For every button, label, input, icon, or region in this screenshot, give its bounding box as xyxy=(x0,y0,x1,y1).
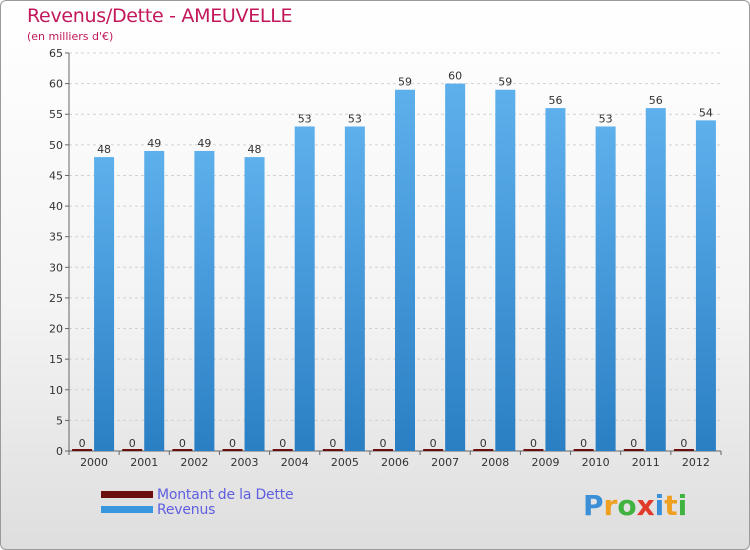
x-tick-label: 2004 xyxy=(281,456,309,469)
x-tick-label: 2012 xyxy=(682,456,710,469)
legend-label-revenus: Revenus xyxy=(157,501,216,518)
legend-swatch-dette xyxy=(101,491,153,498)
data-label-revenus: 60 xyxy=(448,70,462,83)
proxiti-logo: Proxiti xyxy=(583,489,687,522)
bar-revenus xyxy=(144,150,165,451)
logo-letter: i xyxy=(677,489,688,522)
logo-letter: i xyxy=(654,489,665,522)
y-tick-label: 50 xyxy=(49,139,63,152)
bar-revenus xyxy=(294,126,315,451)
y-tick-label: 25 xyxy=(49,292,63,305)
y-tick-label: 30 xyxy=(49,261,63,274)
bar-revenus xyxy=(595,126,616,451)
data-label-dette: 0 xyxy=(430,437,437,450)
x-tick-label: 2008 xyxy=(481,456,509,469)
y-tick-label: 20 xyxy=(49,323,63,336)
logo-letter: P xyxy=(583,489,604,522)
bar-dette xyxy=(172,449,193,451)
bar-revenus xyxy=(645,108,666,451)
logo-letter: r xyxy=(603,489,618,522)
x-tick-label: 2009 xyxy=(531,456,559,469)
x-tick-label: 2002 xyxy=(180,456,208,469)
data-label-dette: 0 xyxy=(380,437,387,450)
data-label-revenus: 48 xyxy=(248,143,262,156)
y-tick-label: 55 xyxy=(49,108,63,121)
data-label-dette: 0 xyxy=(279,437,286,450)
bar-revenus xyxy=(194,150,215,451)
bar-dette xyxy=(473,449,494,451)
y-tick-label: 15 xyxy=(49,353,63,366)
legend-label-dette: Montant de la Dette xyxy=(157,486,294,503)
bar-revenus xyxy=(545,108,566,451)
data-label-dette: 0 xyxy=(229,437,236,450)
y-tick-label: 40 xyxy=(49,200,63,213)
data-label-revenus: 53 xyxy=(599,112,613,125)
legend-swatch-revenus xyxy=(101,506,153,513)
bar-dette xyxy=(673,449,694,451)
bar-dette xyxy=(623,449,644,451)
legend-item-dette: Montant de la Dette xyxy=(101,486,294,503)
x-tick-label: 2005 xyxy=(331,456,359,469)
logo-letter: t xyxy=(664,489,678,522)
y-tick-label: 5 xyxy=(56,414,63,427)
data-label-revenus: 56 xyxy=(649,94,663,107)
y-tick-label: 65 xyxy=(49,47,63,60)
data-label-dette: 0 xyxy=(179,437,186,450)
data-label-dette: 0 xyxy=(680,437,687,450)
bar-revenus xyxy=(695,120,716,451)
legend: Montant de la Dette Revenus xyxy=(101,486,294,518)
data-label-dette: 0 xyxy=(480,437,487,450)
bar-dette xyxy=(322,449,343,451)
bar-dette xyxy=(373,449,393,451)
bar-dette xyxy=(573,449,594,451)
x-tick-label: 2007 xyxy=(431,456,459,469)
y-tick-label: 0 xyxy=(56,445,63,458)
data-label-revenus: 59 xyxy=(398,76,412,89)
data-label-revenus: 48 xyxy=(97,143,111,156)
bar-revenus xyxy=(445,83,466,451)
data-label-revenus: 56 xyxy=(548,94,562,107)
data-label-revenus: 53 xyxy=(348,112,362,125)
data-label-dette: 0 xyxy=(79,437,86,450)
bar-dette xyxy=(222,449,243,451)
bar-revenus xyxy=(244,157,265,452)
x-tick-label: 2001 xyxy=(130,456,158,469)
bar-dette xyxy=(122,449,143,451)
x-tick-label: 2000 xyxy=(80,456,108,469)
data-label-revenus: 53 xyxy=(298,112,312,125)
data-label-revenus: 49 xyxy=(197,137,211,150)
y-tick-label: 45 xyxy=(49,169,63,182)
x-tick-label: 2003 xyxy=(231,456,259,469)
data-label-revenus: 49 xyxy=(147,137,161,150)
chart-title: Revenus/Dette - AMEUVELLE xyxy=(27,5,293,27)
x-tick-label: 2006 xyxy=(381,456,409,469)
bar-dette xyxy=(423,449,444,451)
logo-letter: x xyxy=(636,489,655,522)
bar-dette xyxy=(72,449,93,451)
data-label-dette: 0 xyxy=(580,437,587,450)
bar-revenus xyxy=(344,126,365,451)
data-label-dette: 0 xyxy=(129,437,136,450)
y-tick-label: 60 xyxy=(49,78,63,91)
bar-revenus xyxy=(94,157,115,452)
data-label-dette: 0 xyxy=(530,437,537,450)
legend-item-revenus: Revenus xyxy=(101,501,293,518)
data-label-revenus: 54 xyxy=(699,106,713,119)
x-tick-label: 2010 xyxy=(582,456,610,469)
bar-revenus xyxy=(495,89,516,451)
chart-subtitle: (en milliers d'€) xyxy=(27,30,114,43)
y-tick-label: 10 xyxy=(49,384,63,397)
data-label-revenus: 59 xyxy=(498,76,512,89)
data-label-dette: 0 xyxy=(329,437,336,450)
y-tick-label: 35 xyxy=(49,231,63,244)
x-tick-label: 2011 xyxy=(632,456,660,469)
bar-dette xyxy=(272,449,293,451)
bar-revenus xyxy=(395,89,415,451)
bar-dette xyxy=(523,449,544,451)
data-label-dette: 0 xyxy=(630,437,637,450)
logo-letter: o xyxy=(617,489,637,522)
